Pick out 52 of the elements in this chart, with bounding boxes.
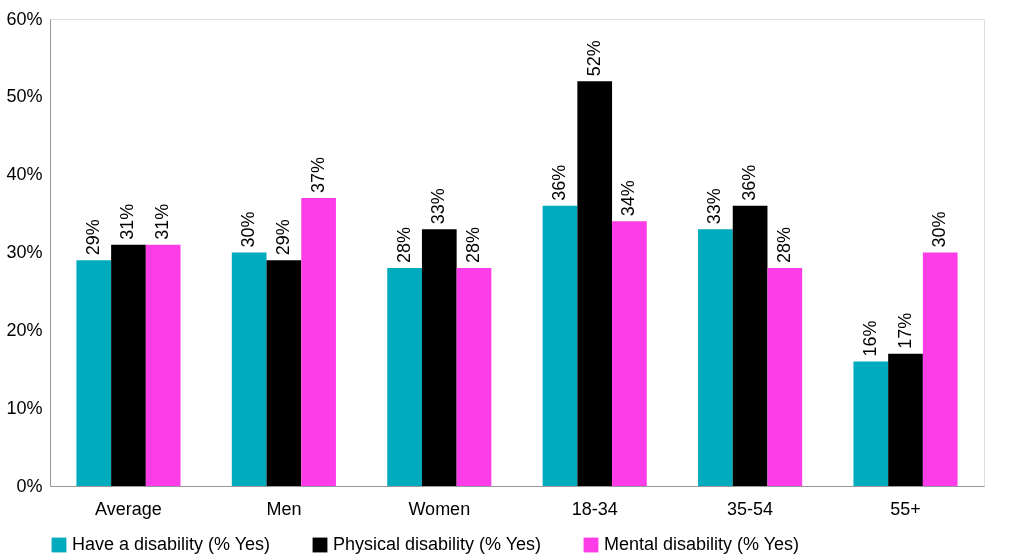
data-label: 30%	[238, 211, 259, 248]
bar	[767, 268, 803, 486]
legend-label: Mental disability (% Yes)	[604, 534, 800, 554]
data-label: 16%	[859, 320, 880, 357]
bar	[888, 353, 923, 486]
x-tick-label: 18-34	[571, 498, 618, 519]
data-label: 33%	[704, 188, 725, 225]
data-label: 28%	[773, 227, 794, 264]
y-tick-label: 50%	[6, 86, 43, 107]
legend-label: Physical disability (% Yes)	[333, 534, 542, 554]
bar	[421, 229, 457, 486]
bar	[111, 244, 146, 486]
data-label: 31%	[117, 203, 138, 240]
x-tick-label: Women	[408, 498, 471, 519]
data-label: 28%	[463, 227, 483, 264]
bar	[76, 260, 112, 486]
bar	[698, 229, 733, 486]
y-tick-label: 20%	[6, 319, 43, 340]
y-tick-label: 60%	[6, 8, 43, 29]
data-label: 37%	[307, 156, 328, 194]
y-tick-label: 10%	[6, 397, 43, 418]
bar	[266, 260, 302, 486]
data-label: 29%	[82, 219, 103, 256]
bar	[301, 198, 336, 486]
y-tick-label: 40%	[6, 164, 43, 185]
bar	[456, 268, 492, 486]
data-label: 31%	[152, 203, 173, 240]
x-tick-label: Average	[95, 498, 162, 519]
y-tick-label: 0%	[16, 475, 43, 496]
bar	[542, 205, 578, 486]
bar	[853, 361, 889, 486]
y-tick-label: 30%	[6, 242, 43, 262]
x-tick-label: 35-54	[727, 498, 774, 519]
x-tick-label: 55+	[890, 498, 921, 519]
bar	[612, 221, 647, 486]
bar	[231, 252, 267, 486]
bar	[387, 268, 422, 486]
data-label: 52%	[583, 40, 604, 77]
data-label: 33%	[428, 188, 449, 225]
data-label: 30%	[929, 211, 950, 248]
bar	[145, 244, 181, 486]
data-label: 28%	[393, 227, 414, 264]
bar	[922, 252, 958, 486]
legend-label: Have a disability (% Yes)	[72, 534, 271, 554]
data-label: 29%	[272, 219, 293, 256]
bar	[577, 81, 613, 486]
data-label: 17%	[894, 312, 915, 349]
bar	[732, 205, 768, 486]
data-label: 36%	[549, 164, 569, 201]
data-label: 34%	[618, 180, 639, 217]
data-label: 36%	[739, 164, 760, 201]
x-tick-label: Men	[266, 498, 302, 519]
